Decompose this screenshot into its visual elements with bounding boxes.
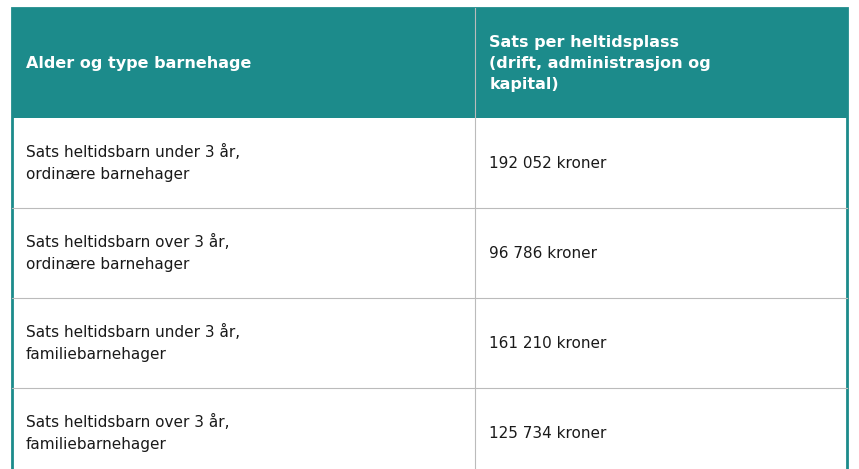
- Text: 96 786 kroner: 96 786 kroner: [490, 245, 597, 260]
- Bar: [12, 298, 847, 388]
- Text: 125 734 kroner: 125 734 kroner: [490, 425, 606, 440]
- Text: 192 052 kroner: 192 052 kroner: [490, 156, 606, 171]
- Text: Alder og type barnehage: Alder og type barnehage: [26, 55, 252, 70]
- Text: Sats heltidsbarn under 3 år,
ordinære barnehager: Sats heltidsbarn under 3 år, ordinære ba…: [26, 144, 241, 182]
- Text: 161 210 kroner: 161 210 kroner: [490, 335, 606, 350]
- Bar: [12, 208, 847, 298]
- Text: Sats per heltidsplass
(drift, administrasjon og
kapital): Sats per heltidsplass (drift, administra…: [490, 35, 711, 91]
- Bar: [12, 118, 847, 208]
- Text: Sats heltidsbarn over 3 år,
familiebarnehager: Sats heltidsbarn over 3 år, familiebarne…: [26, 414, 229, 452]
- Bar: [12, 8, 847, 118]
- Text: Sats heltidsbarn under 3 år,
familiebarnehager: Sats heltidsbarn under 3 år, familiebarn…: [26, 324, 241, 362]
- Text: Sats heltidsbarn over 3 år,
ordinære barnehager: Sats heltidsbarn over 3 år, ordinære bar…: [26, 234, 229, 272]
- Bar: [12, 388, 847, 469]
